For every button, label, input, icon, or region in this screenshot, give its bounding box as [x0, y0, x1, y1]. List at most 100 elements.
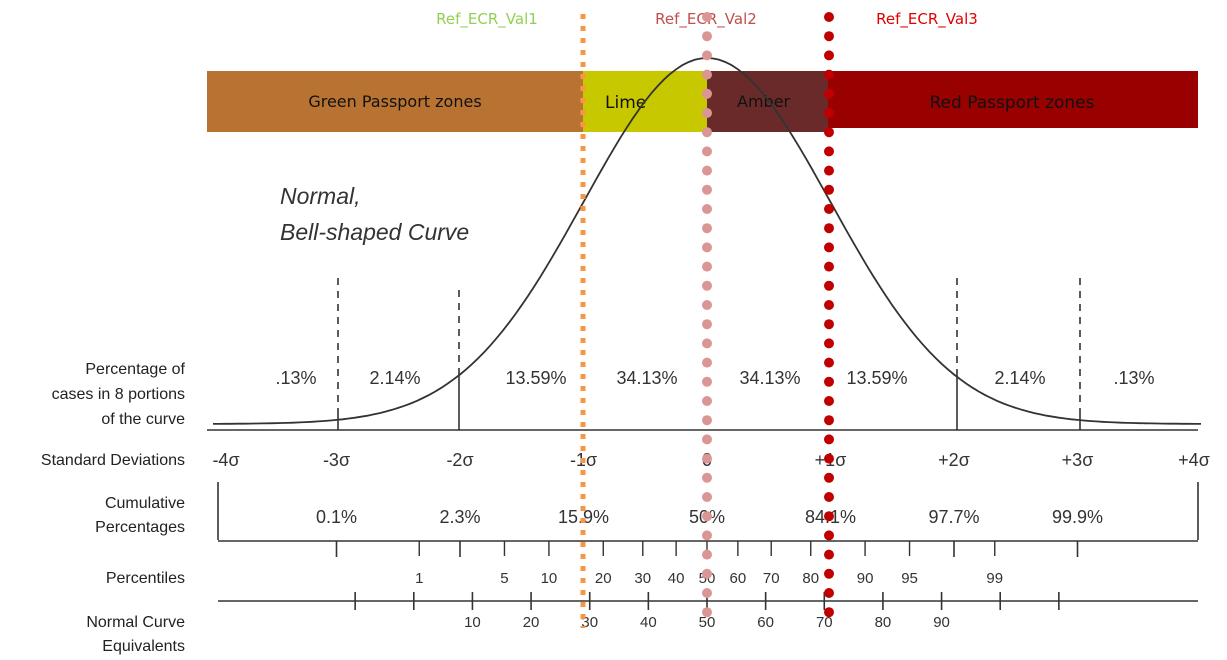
percentile-label: 70 — [763, 570, 780, 587]
std-dev-label: Standard Deviations — [41, 452, 185, 469]
cumulative-label-2: Percentages — [95, 519, 185, 536]
percentile-label: 60 — [730, 570, 747, 587]
ref-line-dot — [824, 607, 834, 618]
ref-line-dot — [702, 434, 712, 445]
cumulative-value: 15.9% — [558, 507, 609, 527]
ref-line-dot — [824, 472, 834, 483]
nce-label: 60 — [757, 614, 774, 631]
nce-label-2: Equivalents — [102, 638, 185, 655]
ref-line-dot — [824, 357, 834, 368]
curve-title-line2: Bell-shaped Curve — [280, 219, 469, 245]
portion-label: 13.59% — [505, 368, 566, 388]
ref-line-dot — [702, 338, 712, 349]
std-dev-tick-label: -3σ — [323, 450, 350, 470]
sigma-guides — [337, 278, 1081, 415]
ref-line-dot — [702, 511, 712, 522]
ref-line-dot — [824, 88, 834, 99]
ref-line-dot — [702, 108, 712, 118]
ref-line-dot — [702, 530, 712, 541]
nce-label: 80 — [875, 614, 892, 631]
ref-line-dot — [824, 50, 834, 61]
zone-red — [828, 71, 1198, 128]
percentile-label: 40 — [668, 570, 685, 587]
ref-line-dot — [824, 300, 834, 310]
ref-line-label: Ref_ECR_Val3 — [876, 10, 978, 29]
ref-line-dot — [824, 568, 834, 579]
ref-line-dot — [702, 31, 712, 42]
ref-line-dot — [824, 396, 834, 406]
ref-line-dot — [702, 568, 712, 579]
ref-line-dot — [824, 453, 834, 464]
ref-line-dot — [824, 146, 834, 157]
std-dev-tick-label: -4σ — [212, 450, 239, 470]
zone-red-label: Red Passport zones — [930, 93, 1095, 113]
percentage-label-3: of the curve — [101, 411, 185, 428]
ref-line-dot — [824, 223, 834, 234]
sigma-solid-lines — [337, 376, 1081, 430]
ref-line-dot — [702, 242, 712, 253]
ref-line-dot — [824, 204, 834, 214]
percentile-label: 20 — [595, 570, 612, 587]
percentile-label: 30 — [634, 570, 651, 587]
ref-line-dot — [702, 204, 712, 214]
ref-line-dot — [702, 223, 712, 234]
cumulative-value: 0.1% — [316, 507, 357, 527]
ref-line-dot — [702, 492, 712, 502]
std-dev-tick-label: +2σ — [938, 450, 970, 470]
std-dev-tick-label: +3σ — [1062, 450, 1094, 470]
cumulative-value: 99.9% — [1052, 507, 1103, 527]
zone-amber — [707, 71, 828, 132]
percentile-label: 90 — [857, 570, 874, 587]
ref-line-dot — [702, 588, 712, 598]
percentile-label: 80 — [802, 570, 819, 587]
ref-line-dot — [824, 511, 834, 522]
percentiles-label: Percentiles — [106, 570, 185, 587]
nce-label: 30 — [581, 614, 598, 631]
portion-label: 2.14% — [994, 368, 1045, 388]
nce-label: 70 — [816, 614, 833, 631]
percentage-label-1: Percentage of — [85, 361, 185, 378]
ref-line-dot — [824, 184, 834, 195]
cumulative-value: 2.3% — [439, 507, 480, 527]
ref-line-dot — [824, 319, 834, 330]
portion-label: 34.13% — [739, 368, 800, 388]
ref-line-dot — [824, 530, 834, 541]
ref-line-dot — [824, 338, 834, 349]
ref-line-dot — [824, 492, 834, 502]
ref-line-dot — [824, 69, 834, 80]
ref-line-dot — [702, 280, 712, 291]
ref-line-dot — [702, 261, 712, 272]
portion-label: .13% — [1113, 368, 1154, 388]
ref-line-dot — [702, 12, 712, 22]
percentile-label: 5 — [500, 570, 508, 587]
percentile-label: 10 — [541, 570, 558, 587]
nce-label: 40 — [640, 614, 657, 631]
ref-line-dot — [824, 280, 834, 291]
ref-line-dot — [702, 146, 712, 157]
ref-line-dot — [702, 88, 712, 99]
portion-label: .13% — [275, 368, 316, 388]
ref-line-dot — [702, 50, 712, 61]
ref-line-dot — [824, 549, 834, 560]
ref-line-dot — [702, 607, 712, 618]
ref-line-dot — [702, 300, 712, 310]
ref-line-dot — [824, 108, 834, 118]
nce-label: 20 — [523, 614, 540, 631]
ref-line-dot — [824, 434, 834, 445]
portion-label: 13.59% — [846, 368, 907, 388]
ref-line-dot — [824, 415, 834, 426]
ref-line-dot — [702, 453, 712, 464]
nce-label: 50 — [699, 614, 716, 631]
ref-line-dot — [702, 396, 712, 406]
ref-line-label: Ref_ECR_Val1 — [436, 10, 538, 29]
nce-label: 10 — [464, 614, 481, 631]
std-dev-tick-label: +4σ — [1178, 450, 1210, 470]
zone-green-label: Green Passport zones — [308, 92, 481, 111]
cumulative-value: 97.7% — [928, 507, 979, 527]
nce-label: 90 — [933, 614, 950, 631]
percentile-label: 1 — [415, 570, 423, 587]
ref-line-dot — [702, 165, 712, 176]
ref-line-dot — [824, 127, 834, 138]
percentage-label-2: cases in 8 portions — [52, 386, 185, 403]
ref-line-dot — [702, 549, 712, 560]
